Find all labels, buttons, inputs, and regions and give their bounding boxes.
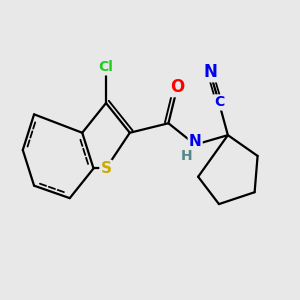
Text: N: N <box>189 134 202 149</box>
Text: H: H <box>181 149 193 163</box>
Text: N: N <box>203 63 217 81</box>
Text: Cl: Cl <box>99 60 113 74</box>
Text: C: C <box>214 95 224 110</box>
Text: S: S <box>100 161 112 176</box>
Text: O: O <box>170 78 184 96</box>
